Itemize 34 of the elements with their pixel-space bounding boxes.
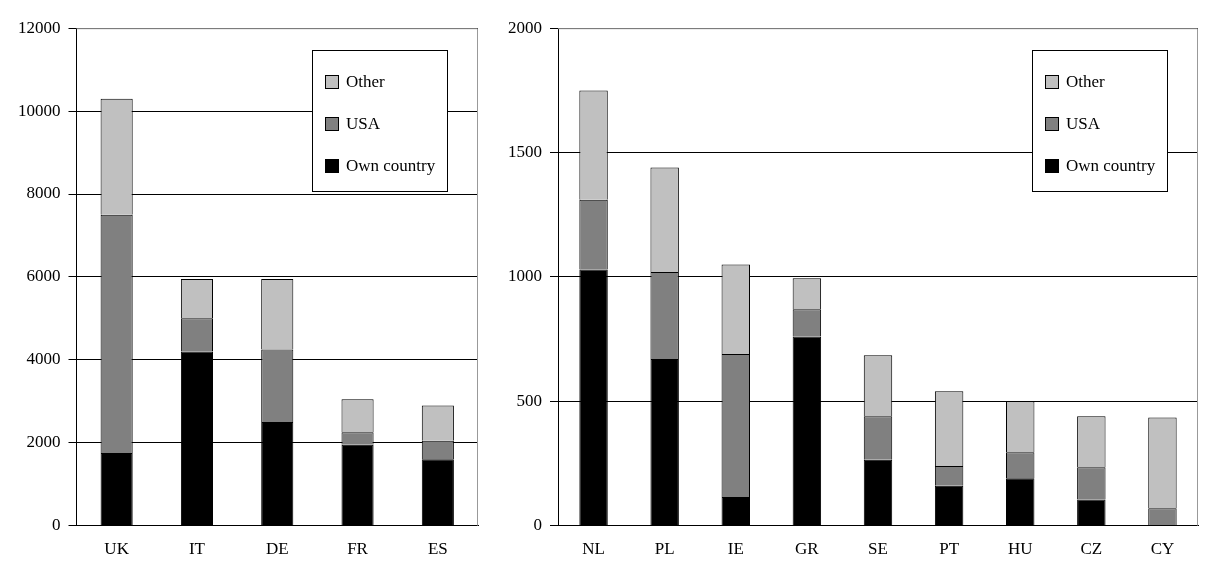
- x-tick-label: PT: [939, 539, 960, 559]
- legend-label: Other: [346, 72, 385, 93]
- bar: [341, 444, 374, 526]
- y-tick-label: 1000: [508, 266, 542, 286]
- y-tick-label: 8000: [26, 183, 61, 203]
- y-tick-label: 12000: [18, 17, 61, 37]
- y-tick-label: 6000: [26, 266, 61, 286]
- legend-label: USA: [346, 114, 381, 135]
- y-tick-label: 2000: [508, 17, 542, 37]
- x-tick-label: CY: [1150, 539, 1175, 559]
- x-tick-label: SE: [868, 539, 888, 559]
- x-tick-label: HU: [1007, 539, 1033, 559]
- y-tick-label: 0: [52, 515, 61, 535]
- x-tick-label: NL: [582, 539, 605, 559]
- x-tick-label: IE: [727, 539, 744, 559]
- x-tick-label: FR: [347, 539, 369, 559]
- x-tick-label: PL: [654, 539, 675, 559]
- x-tick-label: UK: [104, 539, 130, 559]
- x-tick-label: IT: [188, 539, 206, 559]
- legend-label: USA: [1066, 114, 1101, 135]
- x-tick-label: GR: [795, 539, 820, 559]
- x-tick-label: CZ: [1080, 539, 1103, 559]
- legend-label: Own country: [1066, 156, 1156, 177]
- legend-label: Other: [1066, 72, 1105, 93]
- legend-label: Own country: [346, 156, 436, 177]
- x-tick-label: DE: [265, 539, 289, 559]
- x-tick-label: ES: [427, 539, 448, 559]
- y-tick-label: 1500: [508, 142, 542, 162]
- y-tick-label: 500: [516, 390, 542, 410]
- y-tick-label: 10000: [18, 100, 61, 120]
- y-tick-label: 0: [533, 515, 542, 535]
- y-tick-label: 4000: [26, 349, 61, 369]
- bar: [1077, 499, 1106, 526]
- y-tick-label: 2000: [26, 432, 61, 452]
